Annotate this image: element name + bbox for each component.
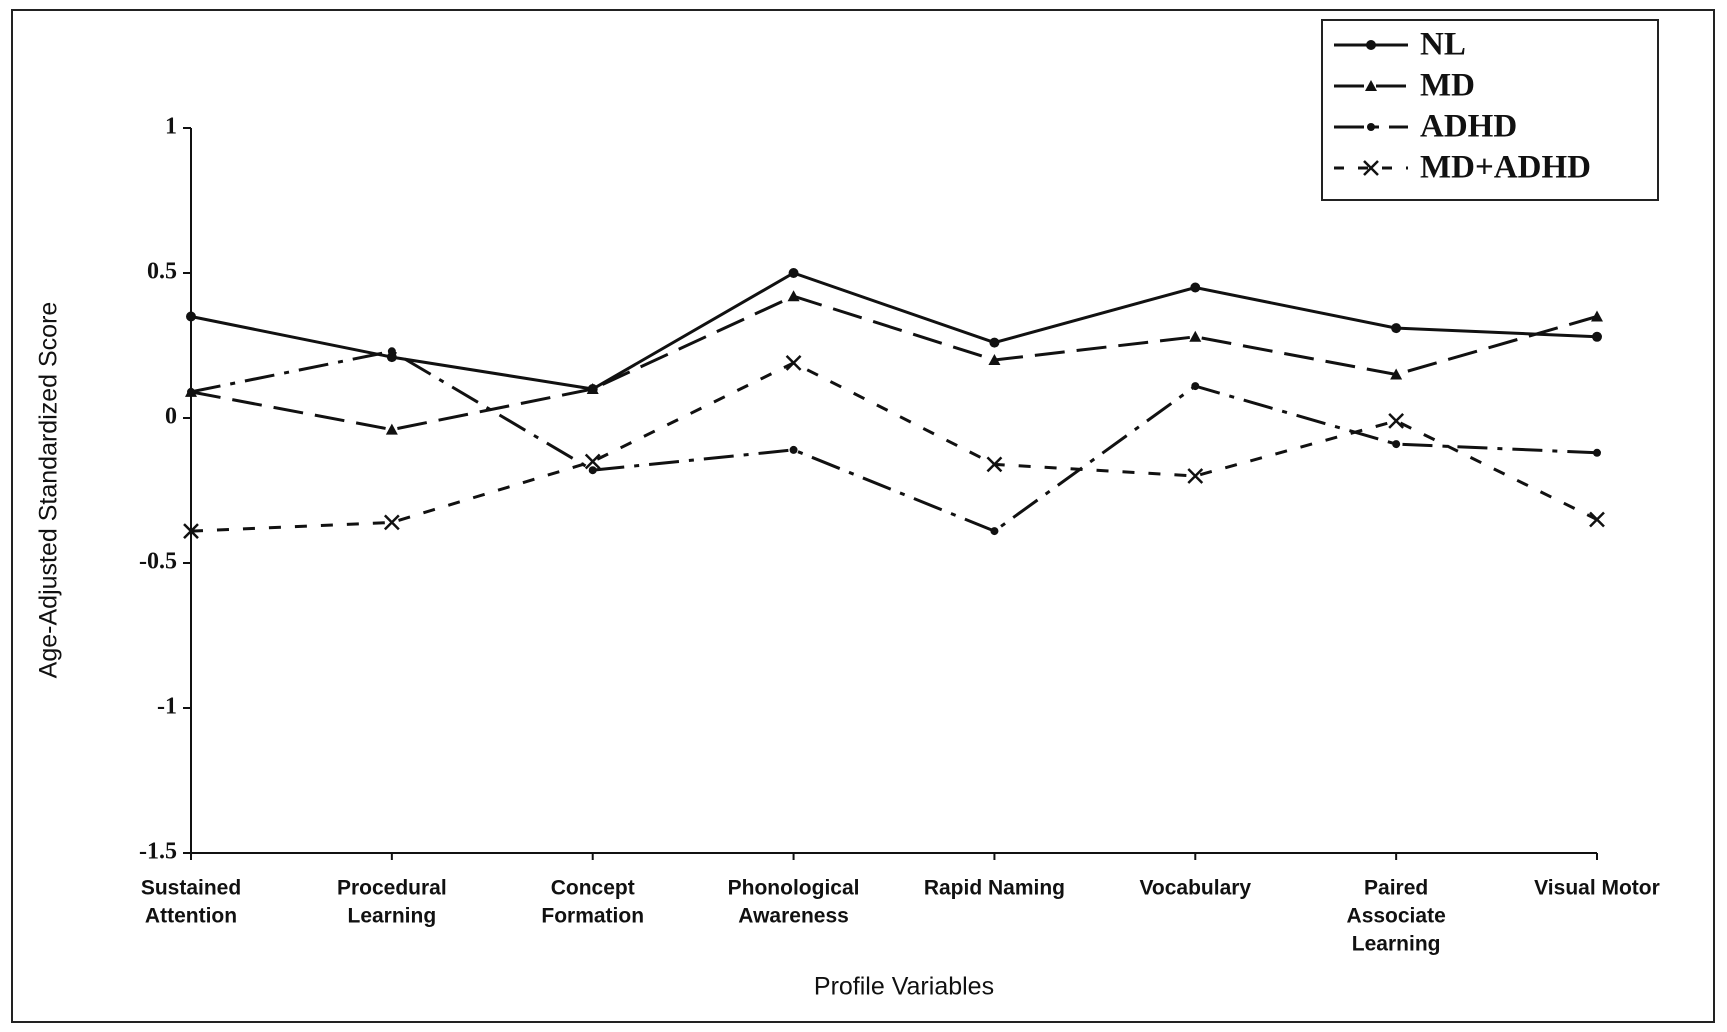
point [1367, 123, 1375, 131]
point [588, 466, 597, 475]
point [1589, 511, 1605, 528]
x-tick-label: Visual Motor [1534, 877, 1660, 900]
x-tick-label: Sustained [141, 877, 241, 900]
point [387, 347, 396, 356]
point [989, 337, 1000, 348]
point [183, 523, 199, 539]
x-tick-label: Associate [1347, 905, 1446, 928]
x-tick-label: Phonological [728, 877, 860, 900]
point [1391, 323, 1402, 334]
point [1189, 330, 1202, 342]
point [386, 352, 397, 363]
legend-box [1321, 19, 1659, 201]
point [787, 290, 800, 302]
x-tick-label: Awareness [738, 905, 849, 928]
legend-label: NL [1420, 27, 1466, 63]
point [1592, 331, 1602, 342]
y-tick-label: -0.5 [139, 549, 177, 575]
legend-label: MD+ADHD [1420, 150, 1591, 186]
point [187, 387, 195, 396]
point [1593, 448, 1601, 457]
point [789, 445, 798, 454]
y-tick-label: 0 [165, 404, 177, 430]
point [788, 268, 799, 278]
x-tick-label: Learning [348, 905, 437, 928]
x-tick-label: Vocabulary [1139, 877, 1251, 900]
y-tick-label: -1 [157, 694, 177, 720]
y-tick-label: 0.5 [147, 259, 177, 285]
x-tick-label: Paired [1364, 877, 1428, 900]
legend-label: MD [1420, 68, 1475, 104]
point [1390, 368, 1403, 380]
series-line [190, 294, 1598, 432]
x-axis-title: Profile Variables [814, 973, 994, 1001]
series-line [190, 349, 1598, 533]
point [986, 456, 1003, 473]
x-tick-label: Attention [145, 905, 237, 928]
point [1366, 40, 1376, 50]
point [988, 354, 1001, 365]
x-tick-label: Procedural [337, 877, 447, 900]
point [1392, 440, 1401, 449]
x-tick-label: Learning [1352, 933, 1441, 956]
x-tick-label: Formation [541, 905, 644, 928]
y-tick-label: 1 [165, 114, 177, 140]
point [383, 514, 400, 531]
frame [11, 9, 1715, 1023]
x-tick-label: Rapid Naming [924, 877, 1065, 900]
point [385, 423, 398, 435]
point [785, 355, 802, 371]
legend-label: ADHD [1420, 109, 1517, 145]
series-line [190, 271, 1598, 391]
point [1365, 80, 1377, 91]
y-axis-title: Age-Adjusted Standardized Score [35, 302, 63, 679]
point [1388, 413, 1405, 429]
point [1591, 310, 1603, 322]
point [584, 453, 601, 470]
point [990, 527, 999, 536]
point [586, 383, 599, 394]
series-line [190, 361, 1598, 533]
point [1187, 468, 1204, 484]
point [1363, 160, 1379, 176]
y-tick-label: -1.5 [139, 839, 177, 865]
point [186, 311, 196, 322]
point [1190, 282, 1201, 293]
point [1191, 382, 1200, 391]
x-tick-label: Concept [551, 877, 635, 900]
